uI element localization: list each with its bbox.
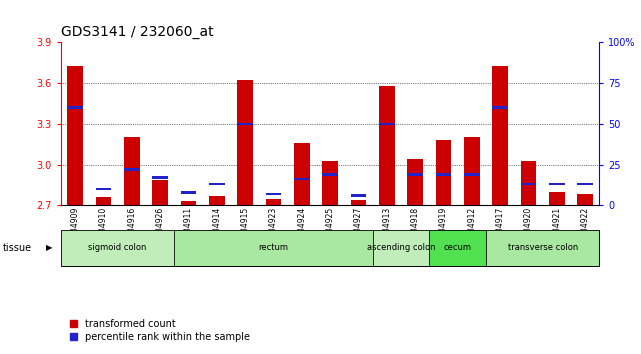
Bar	[265, 193, 281, 195]
Bar	[407, 173, 423, 176]
Text: ▶: ▶	[46, 243, 53, 252]
Bar	[67, 107, 83, 109]
Bar	[351, 200, 366, 205]
Bar	[322, 161, 338, 205]
Bar	[429, 230, 486, 266]
Bar	[209, 196, 224, 205]
Text: rectum: rectum	[258, 243, 288, 252]
Bar	[351, 194, 366, 197]
Bar	[379, 86, 395, 205]
Bar	[520, 183, 537, 185]
Bar	[181, 201, 196, 205]
Bar	[379, 123, 395, 125]
Bar	[407, 159, 423, 205]
Legend: transformed count, percentile rank within the sample: transformed count, percentile rank withi…	[66, 315, 254, 346]
Bar	[294, 143, 310, 205]
Bar	[436, 173, 451, 176]
Text: GDS3141 / 232060_at: GDS3141 / 232060_at	[61, 25, 213, 39]
Bar	[436, 140, 451, 205]
Bar	[67, 65, 83, 205]
Bar	[124, 168, 140, 171]
Bar	[96, 197, 111, 205]
Bar	[265, 199, 281, 205]
Bar	[549, 192, 565, 205]
Bar	[124, 137, 140, 205]
Bar	[578, 194, 593, 205]
Bar	[520, 161, 537, 205]
Bar	[153, 179, 168, 205]
Bar	[464, 137, 479, 205]
Bar	[486, 230, 599, 266]
Bar	[464, 173, 479, 176]
Bar	[181, 191, 196, 194]
Bar	[96, 188, 111, 190]
Bar	[322, 173, 338, 176]
Bar	[549, 183, 565, 185]
Bar	[372, 230, 429, 266]
Bar	[153, 176, 168, 179]
Bar	[174, 230, 372, 266]
Text: ascending colon: ascending colon	[367, 243, 435, 252]
Text: cecum: cecum	[444, 243, 472, 252]
Text: transverse colon: transverse colon	[508, 243, 578, 252]
Text: tissue: tissue	[3, 243, 32, 253]
Bar	[492, 65, 508, 205]
Bar	[61, 230, 174, 266]
Bar	[492, 107, 508, 109]
Text: sigmoid colon: sigmoid colon	[88, 243, 147, 252]
Bar	[209, 183, 224, 185]
Bar	[578, 183, 593, 185]
Bar	[237, 80, 253, 205]
Bar	[237, 123, 253, 125]
Bar	[294, 178, 310, 181]
